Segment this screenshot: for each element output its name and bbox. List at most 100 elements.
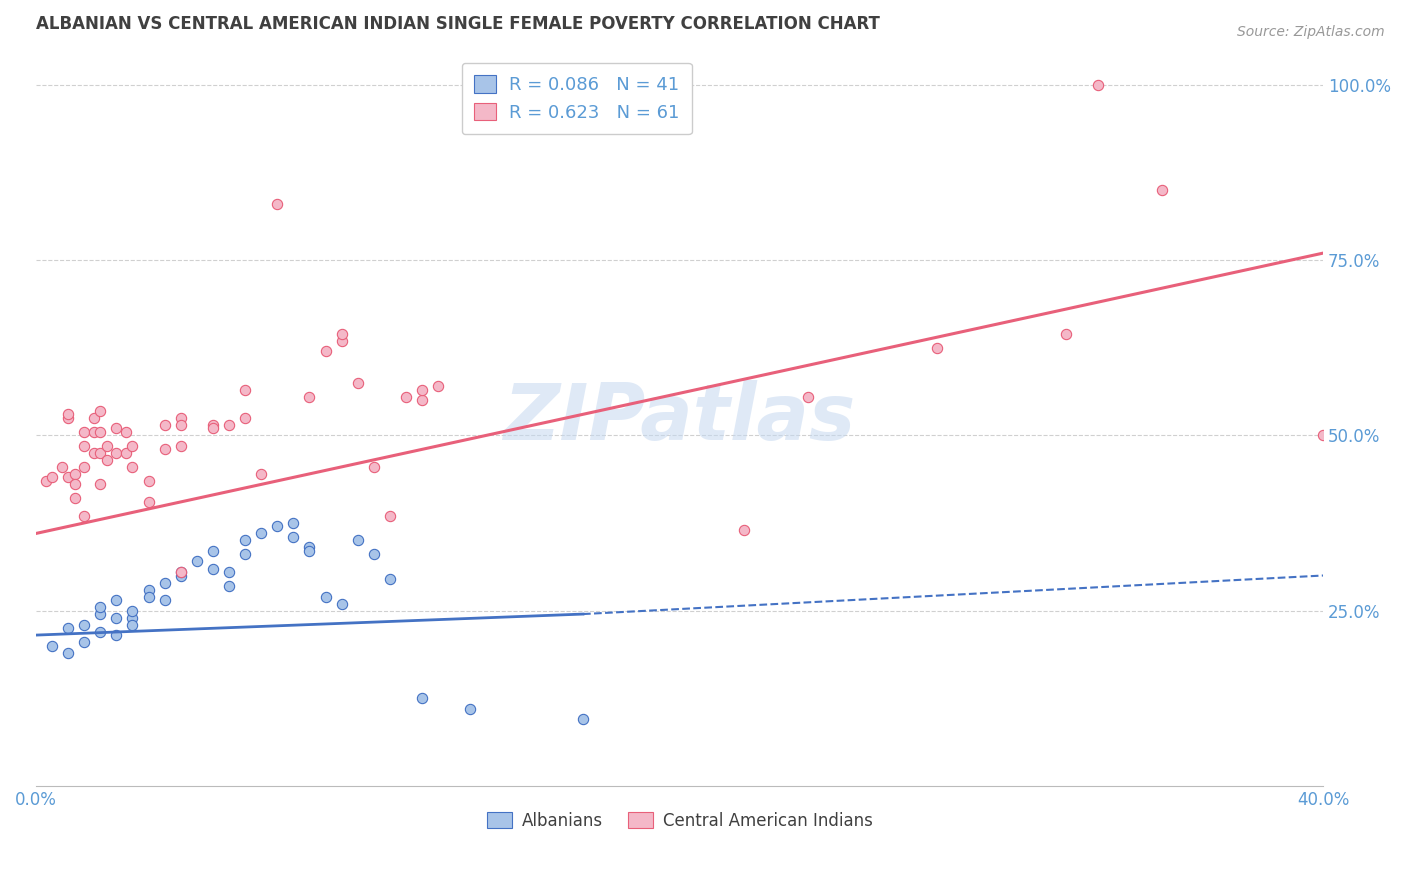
Point (89, 477, 111, 491)
Point (121, 459, 143, 474)
Point (105, 446, 128, 460)
Point (170, 410, 193, 425)
Point (283, 530, 305, 544)
Point (266, 197, 288, 211)
Point (218, 579, 240, 593)
Point (73, 635, 96, 649)
Point (363, 548, 385, 562)
Legend: Albanians, Central American Indians: Albanians, Central American Indians (479, 805, 879, 837)
Point (298, 544, 321, 558)
Point (1087, 78, 1109, 92)
Point (138, 474, 160, 488)
Point (121, 610, 143, 624)
Point (105, 421, 128, 435)
Point (96, 453, 118, 467)
Point (572, 712, 595, 726)
Point (153, 417, 176, 432)
Point (170, 565, 193, 579)
Point (56, 470, 79, 484)
Point (41, 470, 63, 484)
Point (298, 541, 321, 555)
Point (797, 390, 820, 404)
Point (1312, 428, 1334, 442)
Point (83, 446, 105, 460)
Point (233, 410, 256, 425)
Point (315, 344, 337, 359)
Point (63, 477, 86, 491)
Point (56, 407, 79, 421)
Point (89, 607, 111, 621)
Point (315, 590, 337, 604)
Text: ALBANIAN VS CENTRAL AMERICAN INDIAN SINGLE FEMALE POVERTY CORRELATION CHART: ALBANIAN VS CENTRAL AMERICAN INDIAN SING… (37, 15, 880, 33)
Point (73, 459, 96, 474)
Point (170, 439, 193, 453)
Point (138, 495, 160, 509)
Point (330, 326, 353, 341)
Point (201, 544, 224, 558)
Point (218, 565, 240, 579)
Point (233, 548, 256, 562)
Point (56, 621, 79, 635)
Point (283, 516, 305, 530)
Point (56, 646, 79, 660)
Point (153, 442, 176, 457)
Point (121, 439, 143, 453)
Point (330, 597, 353, 611)
Point (105, 628, 128, 642)
Point (170, 565, 193, 579)
Text: Source: ZipAtlas.com: Source: ZipAtlas.com (1237, 25, 1385, 39)
Point (83, 410, 105, 425)
Point (105, 593, 128, 607)
Point (89, 404, 111, 418)
Point (427, 379, 450, 393)
Point (218, 417, 240, 432)
Point (411, 383, 433, 397)
Point (201, 561, 224, 575)
Point (89, 425, 111, 439)
Point (89, 446, 111, 460)
Point (346, 376, 368, 390)
Point (115, 446, 138, 460)
Point (63, 491, 86, 506)
Point (233, 533, 256, 548)
Point (925, 341, 948, 355)
Point (73, 425, 96, 439)
Point (233, 383, 256, 397)
Point (201, 417, 224, 432)
Text: ZIPatlas: ZIPatlas (503, 380, 856, 456)
Point (96, 439, 118, 453)
Point (56, 410, 79, 425)
Point (83, 425, 105, 439)
Point (201, 421, 224, 435)
Point (121, 617, 143, 632)
Point (89, 624, 111, 639)
Point (363, 459, 385, 474)
Point (1054, 326, 1077, 341)
Point (73, 439, 96, 453)
Point (378, 572, 401, 586)
Point (1152, 183, 1174, 197)
Point (298, 390, 321, 404)
Point (41, 639, 63, 653)
Point (105, 610, 128, 624)
Point (330, 334, 353, 348)
Point (63, 467, 86, 481)
Point (460, 701, 482, 715)
Point (346, 533, 368, 548)
Point (411, 691, 433, 706)
Point (250, 526, 273, 541)
Point (411, 393, 433, 408)
Point (34, 474, 56, 488)
Point (153, 593, 176, 607)
Point (115, 425, 138, 439)
Point (733, 523, 755, 537)
Point (121, 603, 143, 617)
Point (73, 617, 96, 632)
Point (51, 459, 73, 474)
Point (138, 590, 160, 604)
Point (73, 508, 96, 523)
Point (138, 582, 160, 597)
Point (170, 417, 193, 432)
Point (250, 467, 273, 481)
Point (170, 568, 193, 582)
